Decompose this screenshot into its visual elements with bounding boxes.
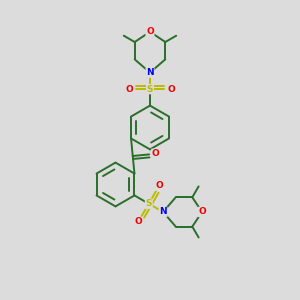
Text: O: O bbox=[198, 208, 206, 217]
Text: O: O bbox=[152, 149, 160, 158]
Text: O: O bbox=[125, 85, 133, 94]
Text: O: O bbox=[155, 181, 163, 190]
Text: O: O bbox=[167, 85, 175, 94]
Text: N: N bbox=[146, 68, 154, 77]
Text: S: S bbox=[146, 199, 152, 208]
Text: O: O bbox=[146, 27, 154, 36]
Text: N: N bbox=[159, 208, 167, 217]
Text: O: O bbox=[134, 218, 142, 226]
Text: S: S bbox=[147, 85, 153, 94]
